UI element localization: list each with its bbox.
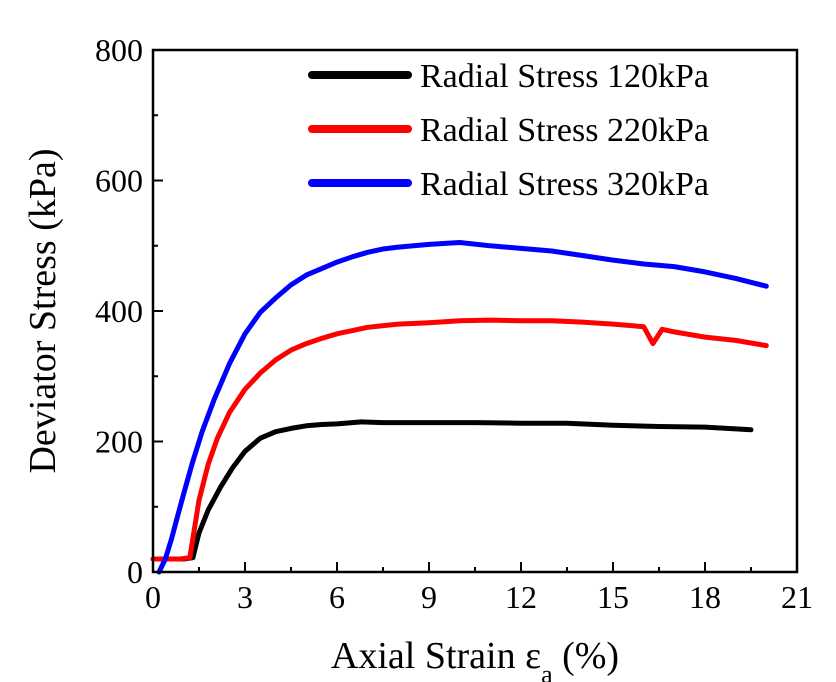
legend-label-3: Radial Stress 320kPa [420,166,709,203]
series-line-3 [156,240,769,575]
y-tick-label: 400 [95,293,143,329]
x-tick-label: 21 [781,579,813,615]
series-layer [150,240,769,575]
y-tick-label: 0 [127,554,143,590]
y-tick-label: 800 [95,32,143,68]
y-tick-label: 200 [95,424,143,460]
x-tick-label: 12 [505,579,537,615]
x-axis-title: Axial Strain εa (%) [331,635,619,682]
legend: Radial Stress 120kPa Radial Stress 220kPa… [308,58,709,203]
x-tick-label: 9 [421,579,437,615]
axes: 0 3 6 9 12 15 18 21 0 200 400 600 800 Axial Strain εa… [22,32,813,682]
x-tick-label: 0 [145,579,161,615]
y-axis-title: Deviator Stress (kPa) [22,148,64,473]
series-line-1 [150,419,754,562]
series-line-2 [150,317,769,562]
legend-label-1: Radial Stress 120kPa [420,58,709,95]
y-tick-label: 600 [95,163,143,199]
x-tick-label: 6 [329,579,345,615]
x-tick-label: 15 [597,579,629,615]
x-tick-label: 18 [689,579,721,615]
legend-label-2: Radial Stress 220kPa [420,112,709,149]
x-tick-label: 3 [237,579,253,615]
